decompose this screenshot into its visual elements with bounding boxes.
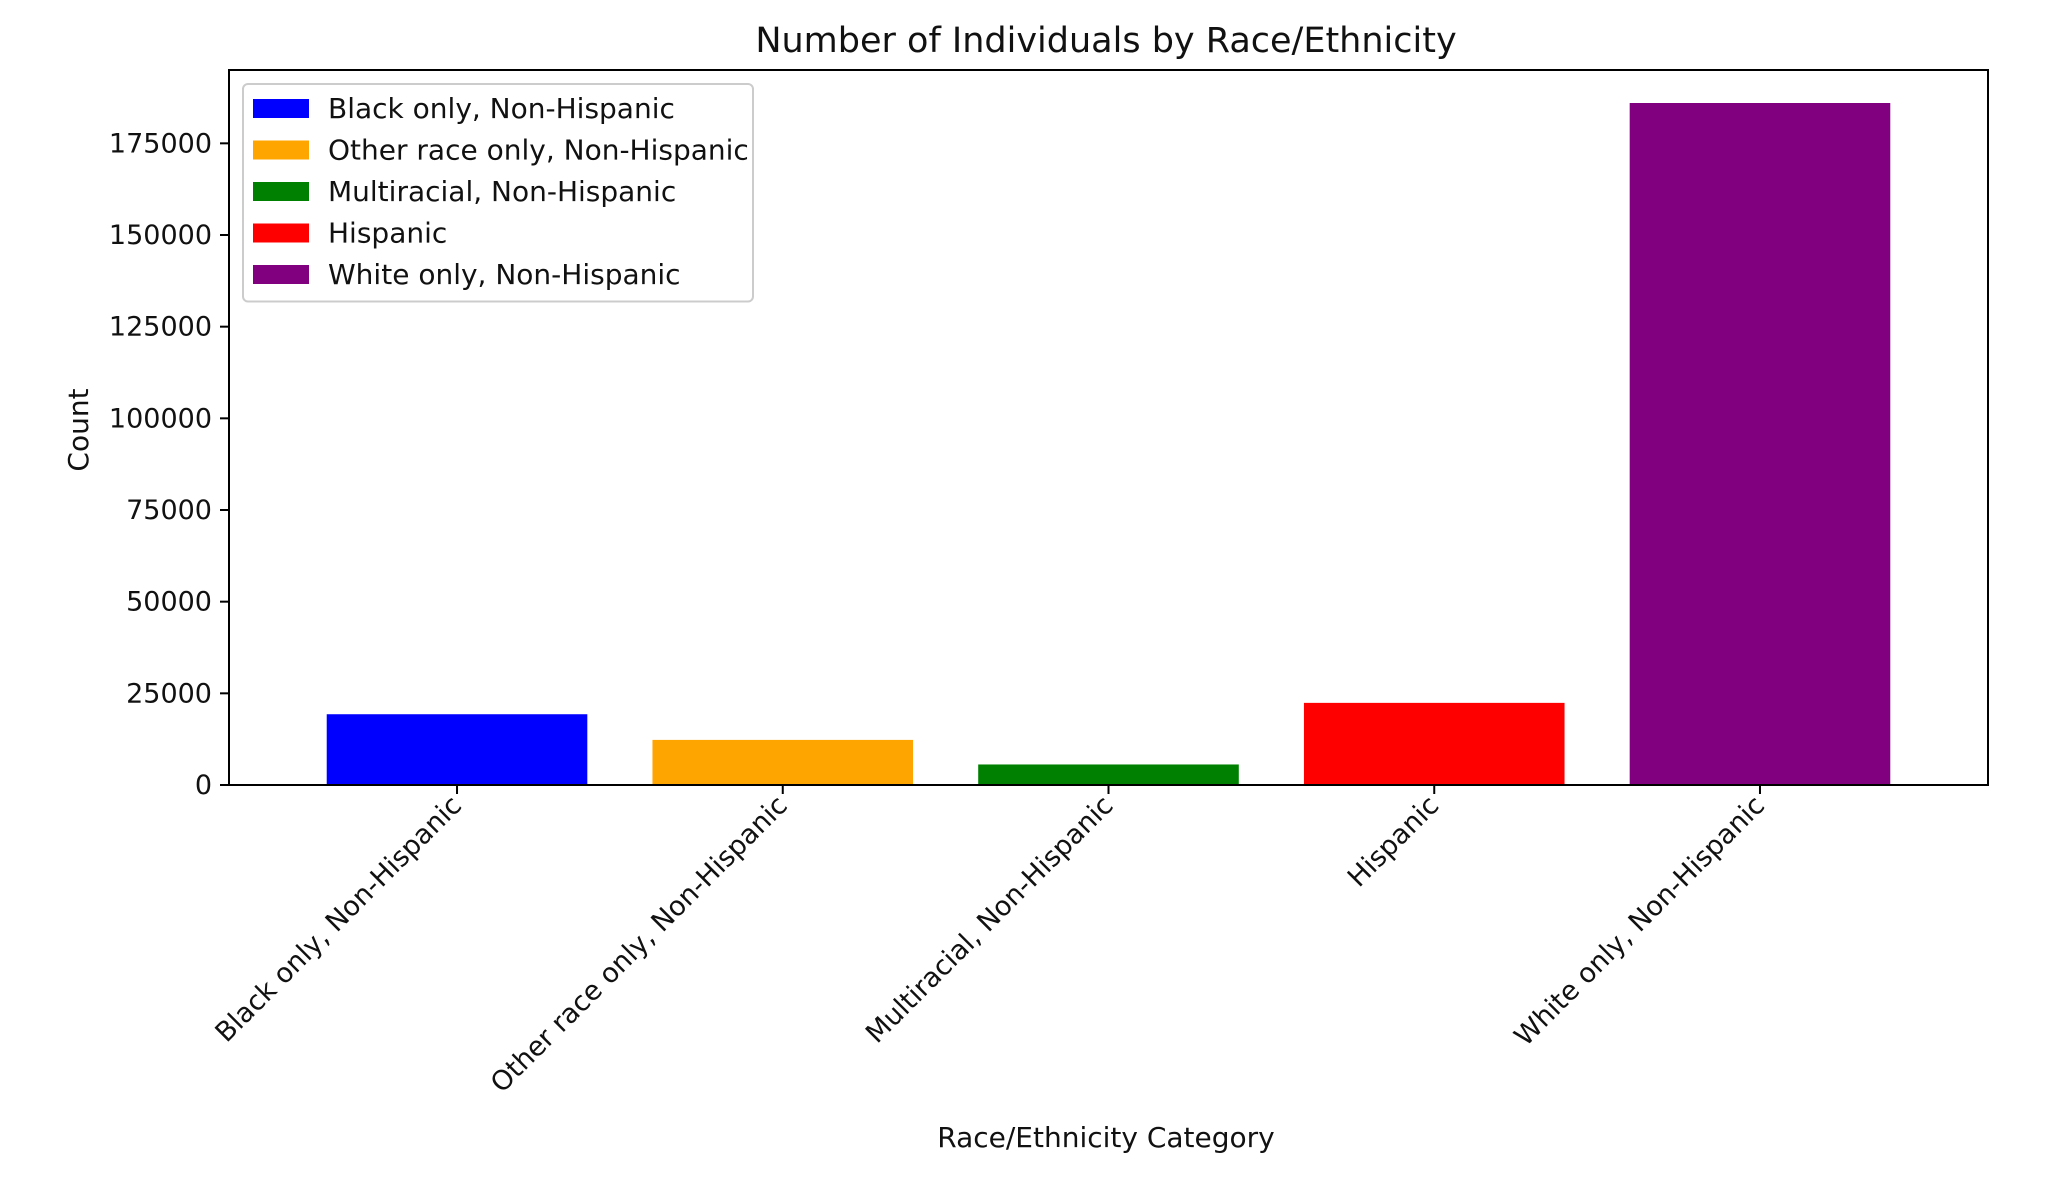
y-tick-label: 100000: [109, 403, 212, 434]
legend-label: Other race only, Non-Hispanic: [328, 134, 749, 167]
y-tick-label: 0: [195, 770, 212, 801]
y-tick-label: 150000: [109, 220, 212, 251]
x-tick-label: Multiracial, Non-Hispanic: [860, 790, 1119, 1049]
bar: [326, 714, 588, 785]
y-tick-label: 50000: [126, 587, 212, 618]
chart-title: Number of Individuals by Race/Ethnicity: [755, 21, 1456, 61]
x-tick-label: Black only, Non-Hispanic: [210, 790, 468, 1048]
bar: [1303, 702, 1565, 785]
legend-label: Black only, Non-Hispanic: [328, 92, 675, 125]
legend-swatch: [253, 265, 309, 284]
x-tick-label: Hispanic: [1342, 790, 1445, 893]
legend-swatch: [253, 223, 309, 243]
y-tick-label: 25000: [126, 678, 212, 709]
legend-swatch: [253, 99, 309, 118]
y-tick-label: 125000: [109, 312, 212, 343]
legend-swatch: [253, 182, 309, 201]
y-tick-label: 75000: [126, 495, 212, 526]
x-tick-label: Other race only, Non-Hispanic: [485, 790, 794, 1099]
legend-swatch: [253, 140, 309, 160]
y-tick-label: 175000: [109, 128, 212, 159]
bar: [1629, 103, 1891, 785]
bar: [978, 764, 1239, 785]
legend-label: Multiracial, Non-Hispanic: [328, 175, 676, 208]
legend-label: Hispanic: [328, 217, 447, 250]
legend: Black only, Non-Hispanic Other race only,…: [242, 83, 754, 303]
y-axis-title: Count: [62, 388, 95, 471]
legend-label: White only, Non-Hispanic: [328, 258, 681, 291]
legend-box: [242, 83, 754, 303]
bar: [652, 739, 914, 785]
x-axis-title: Race/Ethnicity Category: [937, 1121, 1275, 1154]
x-tick-label: White only, Non-Hispanic: [1509, 790, 1771, 1052]
bars-layer: [326, 103, 1891, 785]
